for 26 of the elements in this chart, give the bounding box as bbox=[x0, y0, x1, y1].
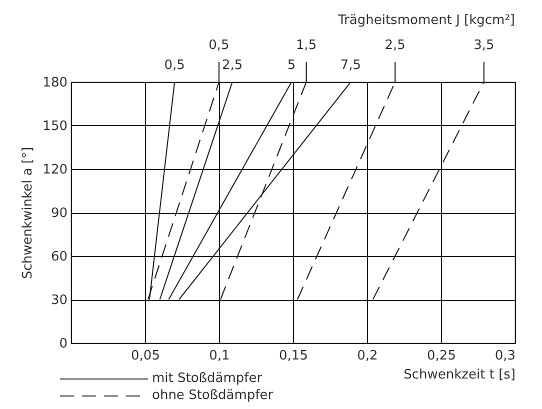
x-tick-label: 0,1 bbox=[209, 348, 230, 364]
text: 0,5 bbox=[208, 38, 230, 53]
y-tick-label: 90 bbox=[50, 206, 68, 221]
y-tick-label: 60 bbox=[50, 250, 68, 264]
series-label: 0,5 bbox=[164, 58, 185, 73]
x-tick-label: 0,05 bbox=[131, 348, 160, 364]
series-label: 7,5 bbox=[340, 58, 362, 73]
text: 2,5 bbox=[384, 38, 406, 53]
x-tick-label: 0,2 bbox=[357, 348, 378, 364]
y-tick-label: 120 bbox=[42, 162, 68, 178]
text: 3,5 bbox=[474, 38, 494, 53]
x-tick-label: 0,15 bbox=[279, 348, 308, 364]
legend-label: 2,5 bbox=[222, 58, 243, 73]
y-tick-label: 30 bbox=[50, 293, 68, 308]
x-axis-title: Schwenkzeit t [s] bbox=[404, 368, 516, 382]
y-tick-label: 180 bbox=[42, 76, 68, 90]
y-tick-label: 0 bbox=[59, 336, 68, 352]
y-axis-title: Schwenkwinkel a [°] bbox=[20, 146, 36, 280]
chart-title: Trägheitsmoment J [kgcm²] bbox=[337, 13, 515, 28]
series-label: 5 bbox=[287, 58, 296, 73]
x-tick-label: 0,25 bbox=[427, 348, 456, 364]
text: ohne Stoßdämpfer bbox=[152, 388, 274, 403]
text: 1,5 bbox=[296, 38, 317, 53]
text: mit Stoßdämpfer bbox=[152, 371, 262, 386]
y-tick-label: 150 bbox=[42, 119, 68, 134]
x-tick-label: 0,3 bbox=[494, 348, 516, 364]
